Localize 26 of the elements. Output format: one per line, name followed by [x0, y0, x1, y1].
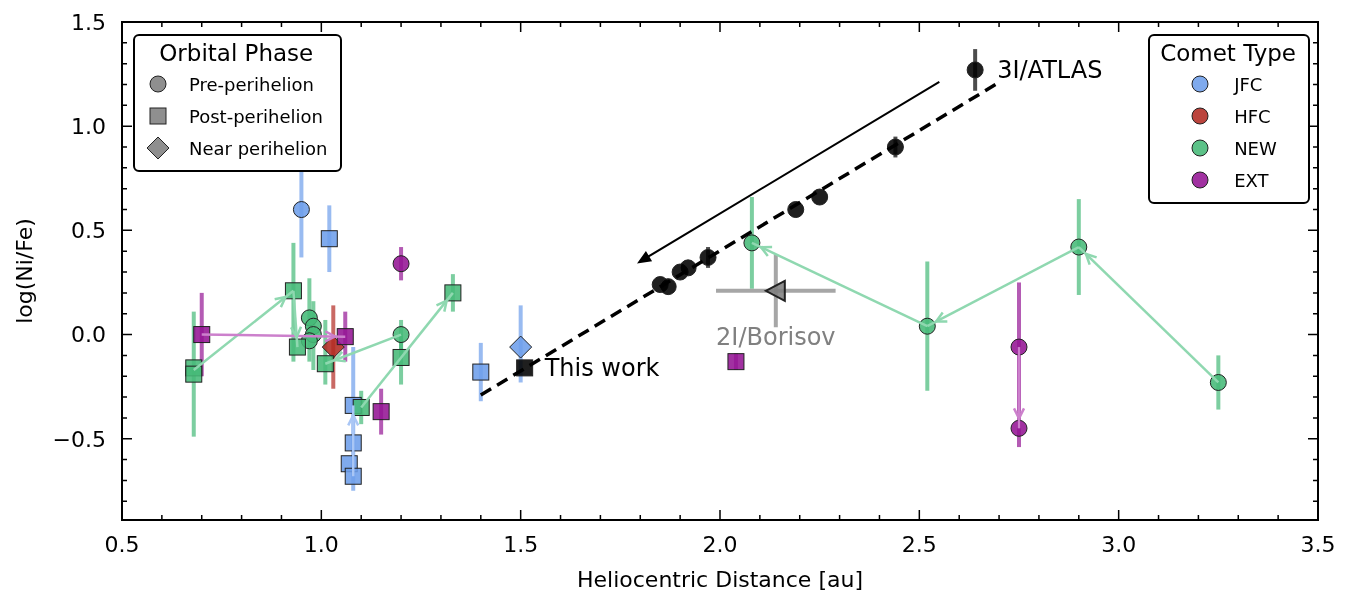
annotation: Orbital Phase: [158, 40, 315, 66]
y-axis-title: log(Ni/Fe): [11, 218, 37, 324]
annotation: Near perihelion: [189, 137, 328, 159]
x-tick-label: 2.5: [901, 531, 937, 557]
x-axis-title: Heliocentric Distance [au]: [577, 567, 863, 592]
y-tick-label: −0.5: [52, 426, 106, 452]
annotation: This work: [543, 354, 660, 383]
x-tick-label: 3.0: [1101, 531, 1137, 557]
x-tick-label: 1.0: [303, 531, 339, 557]
y-tick-label: 1.5: [71, 9, 106, 35]
annotation: Post-perihelion: [189, 105, 323, 127]
x-tick-label: 2.0: [702, 531, 738, 557]
y-tick-label: 1.0: [71, 113, 106, 139]
y-tick-label: 0.5: [71, 218, 106, 244]
legend-label: NEW: [1234, 137, 1277, 159]
legend-label: HFC: [1234, 105, 1271, 127]
y-tick-label: 0.0: [71, 322, 106, 348]
legend-label: EXT: [1234, 169, 1269, 191]
annotation: Pre-perihelion: [189, 73, 314, 95]
annotation: 3I/ATLAS: [997, 56, 1103, 85]
x-tick-label: 1.5: [503, 531, 539, 557]
legend-title: Comet Type: [1160, 40, 1296, 66]
x-tick-label: 0.5: [104, 531, 140, 557]
x-tick-label: 3.5: [1300, 531, 1336, 557]
legend-label: JFC: [1234, 73, 1263, 95]
annotation: 2I/Borisov: [716, 323, 836, 352]
